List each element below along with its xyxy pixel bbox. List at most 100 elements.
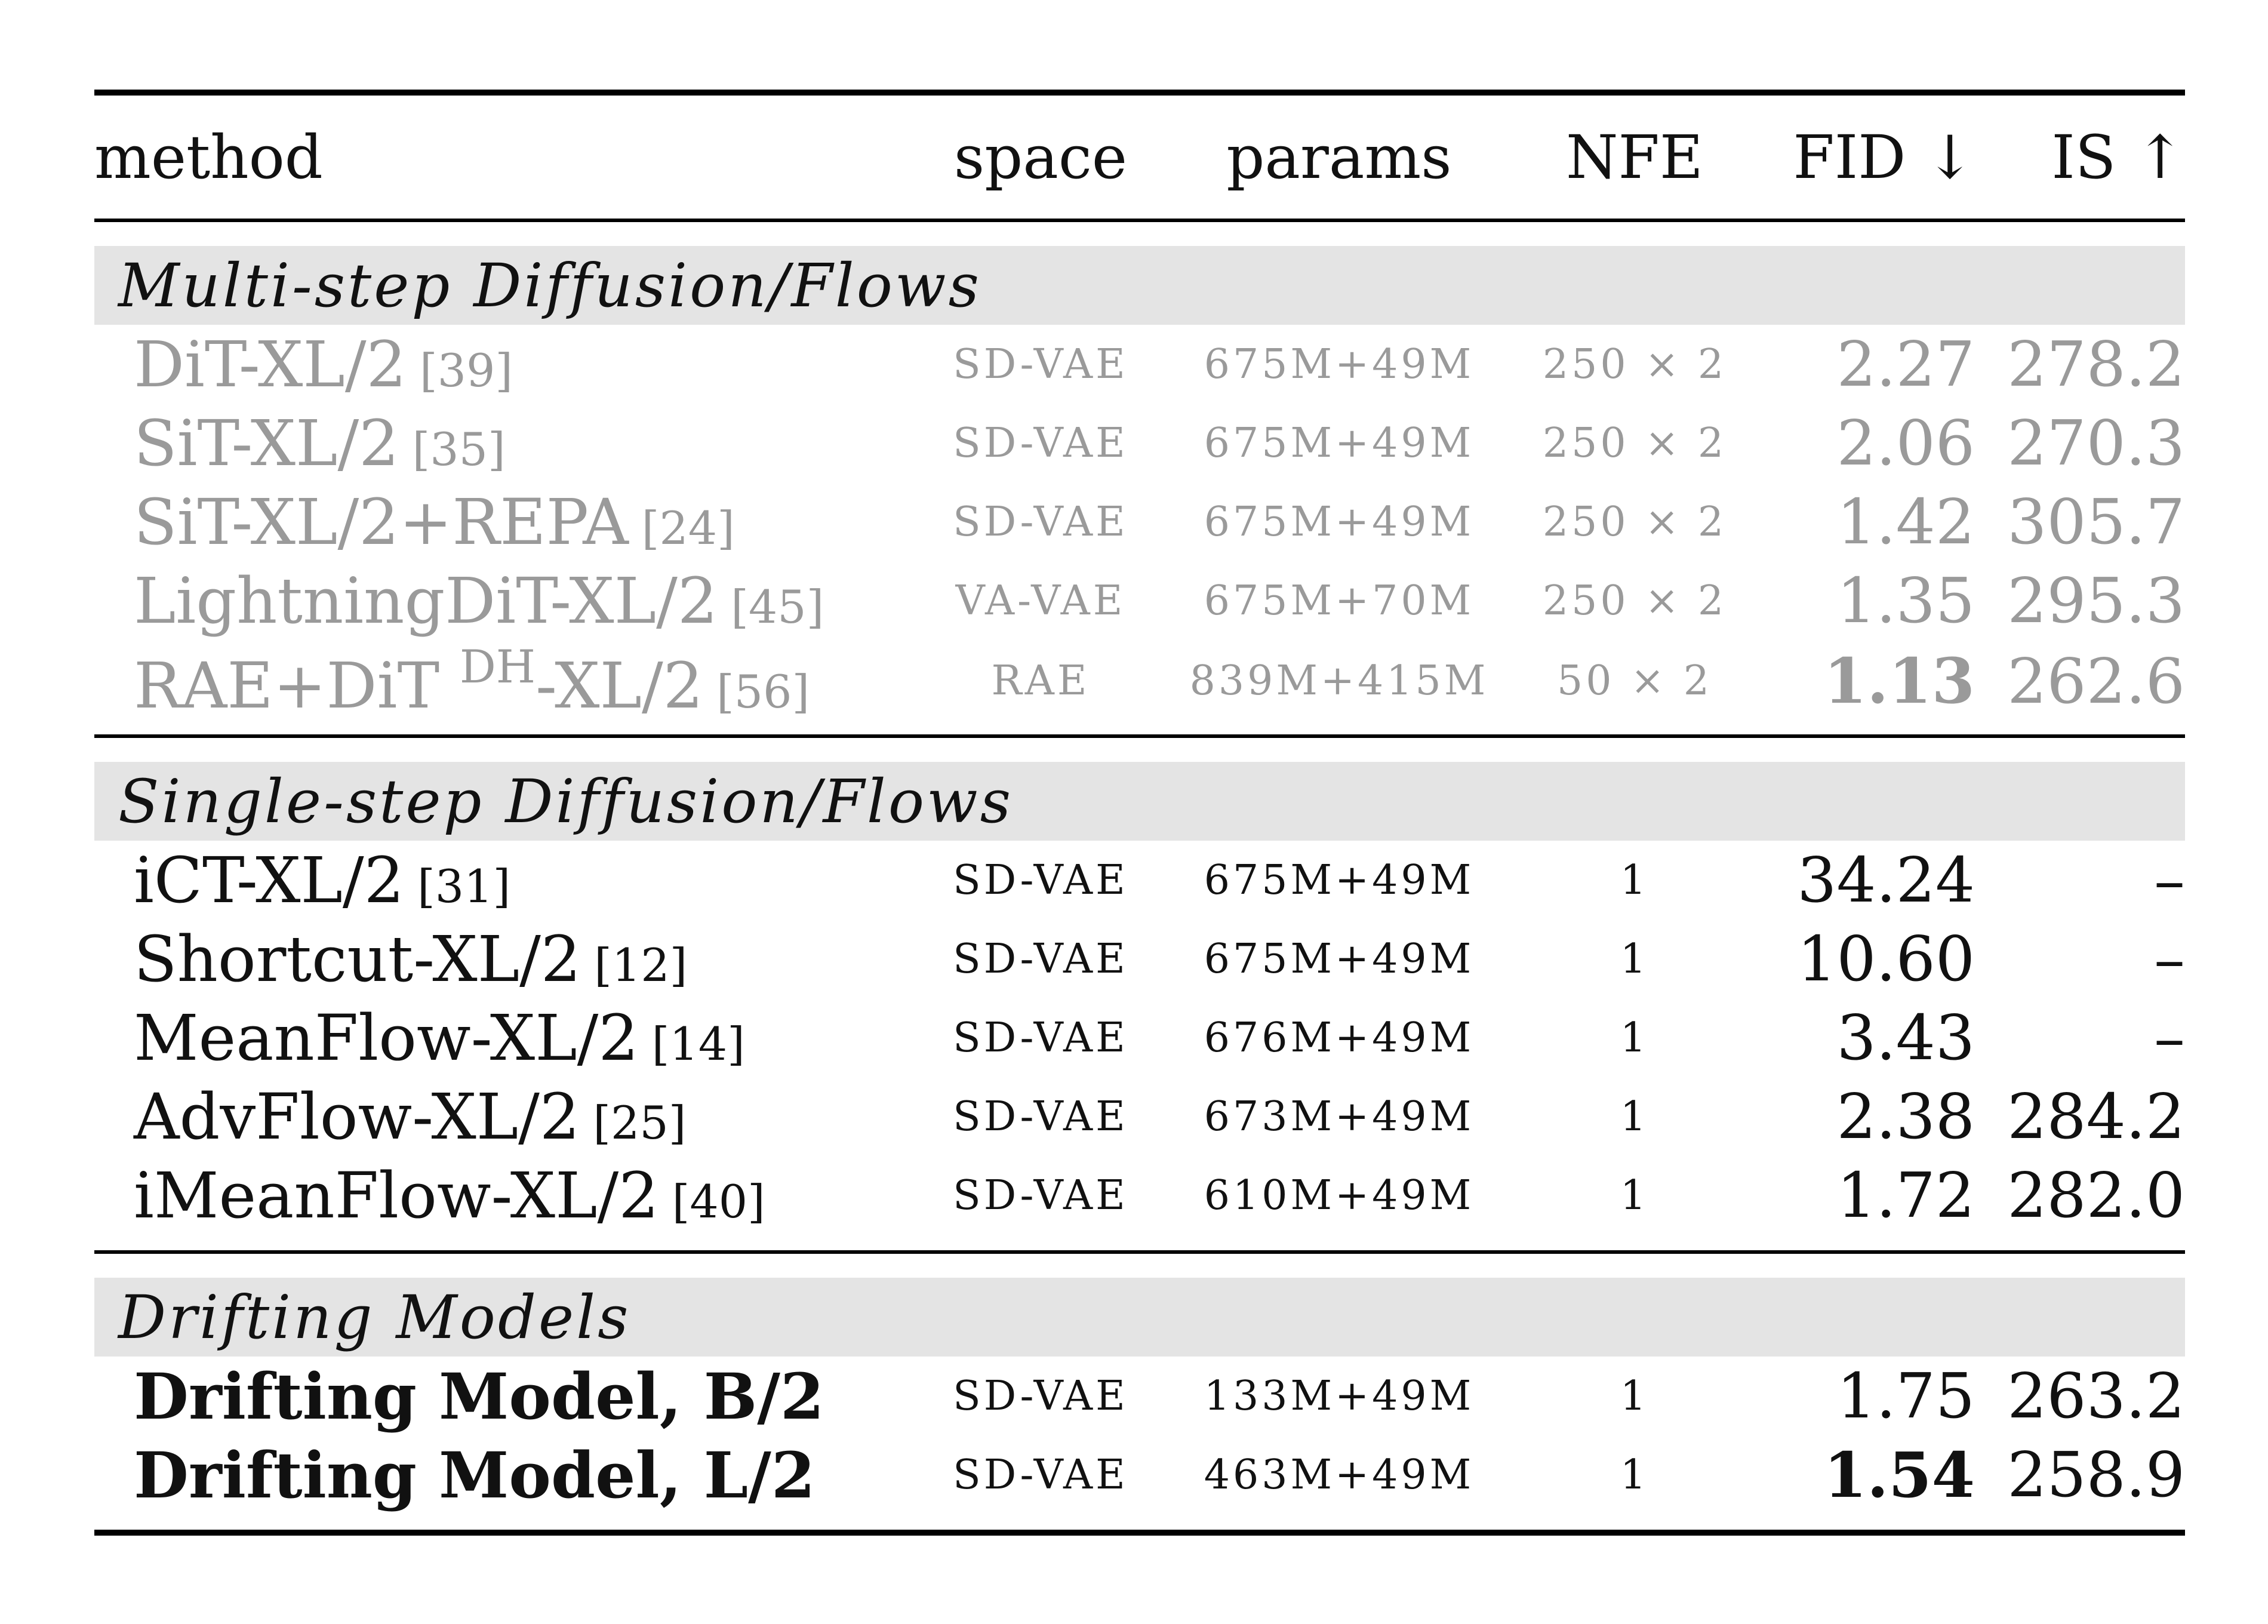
params-cell: 675M+49M xyxy=(1204,340,1475,388)
citation-ref: [14] xyxy=(651,1017,745,1071)
method-name: Drifting Model, B/2 xyxy=(134,1358,824,1434)
nfe-cell: 1 xyxy=(1620,935,1650,983)
section-title-multi-step: Multi-step Diffusion/Flows xyxy=(94,246,2185,325)
section-title-single-step: Single-step Diffusion/Flows xyxy=(94,762,2185,841)
header-is: IS ↑ xyxy=(2051,122,2185,192)
citation-ref: [56] xyxy=(716,665,810,718)
space-cell: SD-VAE xyxy=(953,935,1128,983)
fid-cell: 2.38 xyxy=(1836,1080,1975,1153)
params-cell: 675M+49M xyxy=(1204,935,1475,983)
section-rule xyxy=(94,734,2185,738)
is-cell: 262.6 xyxy=(2007,644,2185,718)
is-cell: 278.2 xyxy=(2007,328,2185,401)
space-cell: SD-VAE xyxy=(953,1171,1128,1219)
citation-ref: [40] xyxy=(672,1174,765,1228)
space-cell: SD-VAE xyxy=(953,1093,1128,1140)
fid-cell: 2.27 xyxy=(1836,328,1975,401)
nfe-cell: 1 xyxy=(1620,856,1650,904)
method-name: iCT-XL/2 xyxy=(134,843,405,917)
top-rule xyxy=(94,90,2185,96)
table-row: Shortcut-XL/2 [12] SD-VAE 675M+49M 1 10.6… xyxy=(94,919,2185,998)
fid-cell: 1.35 xyxy=(1836,564,1975,637)
nfe-cell: 1 xyxy=(1620,1451,1650,1499)
fid-cell: 34.24 xyxy=(1797,844,1975,916)
bottom-rule xyxy=(94,1530,2185,1536)
fid-cell: 10.60 xyxy=(1797,922,1975,995)
fid-cell: 1.72 xyxy=(1836,1159,1975,1232)
nfe-cell: 1 xyxy=(1620,1093,1650,1140)
fid-cell: 1.13 xyxy=(1823,644,1975,718)
is-cell: 258.9 xyxy=(2007,1438,2185,1511)
space-cell: SD-VAE xyxy=(953,1451,1128,1499)
section-rule xyxy=(94,1250,2185,1254)
space-cell: SD-VAE xyxy=(953,498,1128,546)
space-cell: RAE xyxy=(991,657,1090,705)
header-rule xyxy=(94,219,2185,222)
params-cell: 839M+415M xyxy=(1189,657,1489,705)
method-name: LightningDiT-XL/2 xyxy=(134,564,718,638)
citation-ref: [12] xyxy=(594,938,688,992)
nfe-cell: 250 × 2 xyxy=(1542,340,1727,388)
space-cell: SD-VAE xyxy=(953,340,1128,388)
header-fid: FID ↓ xyxy=(1793,122,1975,192)
table-row: MeanFlow-XL/2 [14] SD-VAE 676M+49M 1 3.43… xyxy=(94,998,2185,1077)
is-cell: 295.3 xyxy=(2007,564,2185,637)
table-row: iCT-XL/2 [31] SD-VAE 675M+49M 1 34.24 – xyxy=(94,841,2185,919)
nfe-cell: 1 xyxy=(1620,1372,1650,1420)
table-row: SiT-XL/2+REPA [24] SD-VAE 675M+49M 250 × … xyxy=(94,482,2185,561)
is-cell: 270.3 xyxy=(2007,407,2185,479)
table-row: LightningDiT-XL/2 [45] VA-VAE 675M+70M 25… xyxy=(94,561,2185,640)
header-method: method xyxy=(94,122,323,192)
method-name: DiT-XL/2 xyxy=(134,327,407,401)
method-suffix: -XL/2 xyxy=(536,648,704,722)
nfe-cell: 250 × 2 xyxy=(1542,577,1727,625)
citation-ref: [24] xyxy=(641,501,735,555)
fid-cell: 1.75 xyxy=(1836,1360,1975,1432)
fid-cell: 3.43 xyxy=(1836,1001,1975,1074)
citation-ref: [25] xyxy=(593,1096,687,1149)
method-name: AdvFlow-XL/2 xyxy=(134,1079,580,1154)
citation-ref: [35] xyxy=(412,422,506,476)
params-cell: 675M+70M xyxy=(1204,577,1475,625)
method-name: RAE+DiT xyxy=(134,648,460,722)
method-name: MeanFlow-XL/2 xyxy=(134,1001,639,1075)
params-cell: 676M+49M xyxy=(1204,1014,1475,1062)
results-table: method space params NFE FID ↓ IS ↑ Multi… xyxy=(94,90,2185,1536)
fid-cell: 1.42 xyxy=(1836,485,1975,558)
params-cell: 133M+49M xyxy=(1204,1372,1475,1420)
nfe-cell: 1 xyxy=(1620,1014,1650,1062)
nfe-cell: 250 × 2 xyxy=(1542,498,1727,546)
table-row: Drifting Model, L/2 SD-VAE 463M+49M 1 1.… xyxy=(94,1435,2185,1514)
is-cell: – xyxy=(2154,1001,2185,1074)
space-cell: SD-VAE xyxy=(953,1372,1128,1420)
is-cell: – xyxy=(2154,922,2185,995)
params-cell: 675M+49M xyxy=(1204,419,1475,467)
header-params: params xyxy=(1226,122,1452,192)
nfe-cell: 250 × 2 xyxy=(1542,419,1727,467)
nfe-cell: 1 xyxy=(1620,1171,1650,1219)
table-row: DiT-XL/2 [39] SD-VAE 675M+49M 250 × 2 2.2… xyxy=(94,325,2185,404)
method-name: SiT-XL/2 xyxy=(134,406,399,480)
params-cell: 675M+49M xyxy=(1204,856,1475,904)
method-superscript: DH xyxy=(459,640,536,693)
is-cell: 282.0 xyxy=(2007,1159,2185,1232)
method-name: Drifting Model, L/2 xyxy=(134,1437,816,1512)
section-title-drifting-models: Drifting Models xyxy=(94,1278,2185,1357)
method-name: SiT-XL/2+REPA xyxy=(134,485,629,559)
method-name: Shortcut-XL/2 xyxy=(134,922,581,996)
space-cell: SD-VAE xyxy=(953,419,1128,467)
citation-ref: [31] xyxy=(417,859,511,913)
fid-cell: 1.54 xyxy=(1823,1438,1975,1512)
nfe-cell: 50 × 2 xyxy=(1557,657,1712,705)
is-cell: 284.2 xyxy=(2007,1080,2185,1153)
header-space: space xyxy=(953,122,1128,192)
space-cell: SD-VAE xyxy=(953,856,1128,904)
space-cell: SD-VAE xyxy=(953,1014,1128,1062)
is-cell: – xyxy=(2154,844,2185,916)
params-cell: 610M+49M xyxy=(1204,1171,1475,1219)
table-row: Drifting Model, B/2 SD-VAE 133M+49M 1 1.… xyxy=(94,1357,2185,1435)
table-row: RAE+DiT DH-XL/2 [56] RAE 839M+415M 50 × 2… xyxy=(94,640,2185,722)
table-row: AdvFlow-XL/2 [25] SD-VAE 673M+49M 1 2.38 … xyxy=(94,1077,2185,1156)
fid-cell: 2.06 xyxy=(1836,407,1975,479)
is-cell: 263.2 xyxy=(2007,1360,2185,1432)
